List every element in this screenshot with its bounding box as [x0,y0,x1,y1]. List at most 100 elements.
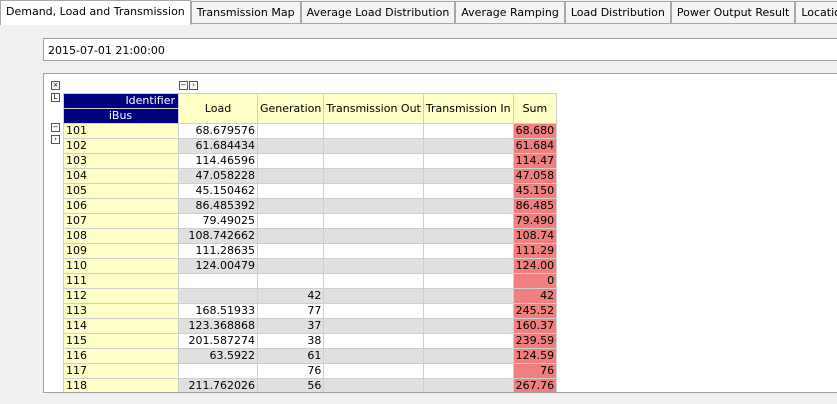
load-cell[interactable]: 111.28635 [178,243,258,259]
transmission-in-cell[interactable] [422,288,514,304]
transmission-out-cell[interactable] [323,153,424,169]
table-row[interactable]: 118 211.762026 56 267.76 [63,378,558,392]
table-row[interactable]: 110 124.00479 124.00 [63,258,558,274]
generation-cell[interactable] [256,228,325,244]
load-cell[interactable]: 114.46596 [178,153,258,169]
load-cell[interactable]: 168.51933 [178,303,258,319]
sum-cell[interactable]: 86.485 [512,198,558,214]
row-id-cell[interactable]: 114 [63,318,179,334]
transmission-out-cell[interactable] [323,228,424,244]
transmission-in-cell[interactable] [422,363,514,379]
col-header-transmission-in[interactable]: Transmission In [422,93,514,124]
sum-cell[interactable]: 124.59 [512,348,558,364]
sum-cell[interactable]: 108.74 [512,228,558,244]
load-cell[interactable]: 79.49025 [178,213,258,229]
row-id-cell[interactable]: 103 [63,153,179,169]
timestamp-field[interactable]: 2015-07-01 21:00:00 [43,38,837,61]
transmission-in-cell[interactable] [422,183,514,199]
column-collapse-icon[interactable]: − [179,81,188,90]
sum-cell[interactable]: 114.47 [512,153,558,169]
table-row[interactable]: 105 45.150462 45.150 [63,183,558,199]
row-id-cell[interactable]: 113 [63,303,179,319]
row-id-cell[interactable]: 106 [63,198,179,214]
load-cell[interactable] [178,363,258,379]
table-row[interactable]: 104 47.058228 47.058 [63,168,558,184]
generation-cell[interactable] [256,198,325,214]
generation-cell[interactable] [256,243,325,259]
sum-cell[interactable]: 239.59 [512,333,558,349]
table-row[interactable]: 102 61.684434 61.684 [63,138,558,154]
transmission-out-cell[interactable] [323,198,424,214]
row-id-cell[interactable]: 107 [63,213,179,229]
row-id-cell[interactable]: 102 [63,138,179,154]
sum-cell[interactable]: 45.150 [512,183,558,199]
transmission-out-cell[interactable] [323,123,424,139]
transmission-in-cell[interactable] [422,258,514,274]
transmission-out-cell[interactable] [323,318,424,334]
tab-average-ramping[interactable]: Average Ramping [455,1,565,24]
generation-cell[interactable]: 77 [256,303,325,319]
generation-cell[interactable]: 76 [256,363,325,379]
sum-cell[interactable]: 61.684 [512,138,558,154]
generation-cell[interactable] [256,273,325,289]
generation-cell[interactable]: 56 [256,378,325,392]
col-header-load[interactable]: Load [178,93,258,124]
generation-cell[interactable] [256,258,325,274]
generation-cell[interactable] [256,183,325,199]
load-cell[interactable]: 211.762026 [178,378,258,392]
load-cell[interactable]: 123.368868 [178,318,258,334]
table-row[interactable]: 115 201.587274 38 239.59 [63,333,558,349]
table-row[interactable]: 106 86.485392 86.485 [63,198,558,214]
transmission-out-cell[interactable] [323,378,424,392]
sum-cell[interactable]: 160.37 [512,318,558,334]
table-row[interactable]: 109 111.28635 111.29 [63,243,558,259]
tab-demand-load-transmission[interactable]: Demand, Load and Transmission [0,0,191,25]
generation-cell[interactable]: 38 [256,333,325,349]
sum-cell[interactable]: 124.00 [512,258,558,274]
transmission-in-cell[interactable] [422,168,514,184]
tab-load-distribution[interactable]: Load Distribution [564,1,671,24]
row-id-cell[interactable]: 111 [63,273,179,289]
row-id-cell[interactable]: 105 [63,183,179,199]
transmission-in-cell[interactable] [422,333,514,349]
table-row[interactable]: 116 63.5922 61 124.59 [63,348,558,364]
row-id-cell[interactable]: 112 [63,288,179,304]
transmission-out-cell[interactable] [323,288,424,304]
transmission-out-cell[interactable] [323,138,424,154]
row-collapse-icon[interactable]: − [51,123,60,132]
load-cell[interactable]: 124.00479 [178,258,258,274]
row-expand-icon[interactable]: › [51,135,60,144]
transmission-in-cell[interactable] [422,303,514,319]
tab-average-load-distribution[interactable]: Average Load Distribution [300,1,456,24]
row-id-cell[interactable]: 118 [63,378,179,392]
sum-cell[interactable]: 267.76 [512,378,558,392]
transmission-out-cell[interactable] [323,168,424,184]
transmission-out-cell[interactable] [323,303,424,319]
load-cell[interactable] [178,273,258,289]
transmission-in-cell[interactable] [422,138,514,154]
load-cell[interactable] [178,288,258,304]
row-id-cell[interactable]: 117 [63,363,179,379]
load-cell[interactable]: 47.058228 [178,168,258,184]
tab-transmission-map[interactable]: Transmission Map [190,1,301,24]
transmission-in-cell[interactable] [422,318,514,334]
col-header-transmission-out[interactable]: Transmission Out [323,93,424,124]
transmission-out-cell[interactable] [323,258,424,274]
transmission-in-cell[interactable] [422,213,514,229]
row-id-cell[interactable]: 116 [63,348,179,364]
col-header-generation[interactable]: Generation [256,93,325,124]
load-cell[interactable]: 61.684434 [178,138,258,154]
transmission-out-cell[interactable] [323,333,424,349]
table-row[interactable]: 112 42 42 [63,288,558,304]
table-row[interactable]: 114 123.368868 37 160.37 [63,318,558,334]
transmission-out-cell[interactable] [323,273,424,289]
transmission-out-cell[interactable] [323,243,424,259]
transmission-in-cell[interactable] [422,198,514,214]
tab-location-marginal-prices[interactable]: Location Marginal Prices [795,1,837,24]
row-id-cell[interactable]: 101 [63,123,179,139]
sum-cell[interactable]: 79.490 [512,213,558,229]
generation-cell[interactable] [256,213,325,229]
sum-cell[interactable]: 111.29 [512,243,558,259]
generation-cell[interactable]: 37 [256,318,325,334]
generation-cell[interactable]: 42 [256,288,325,304]
